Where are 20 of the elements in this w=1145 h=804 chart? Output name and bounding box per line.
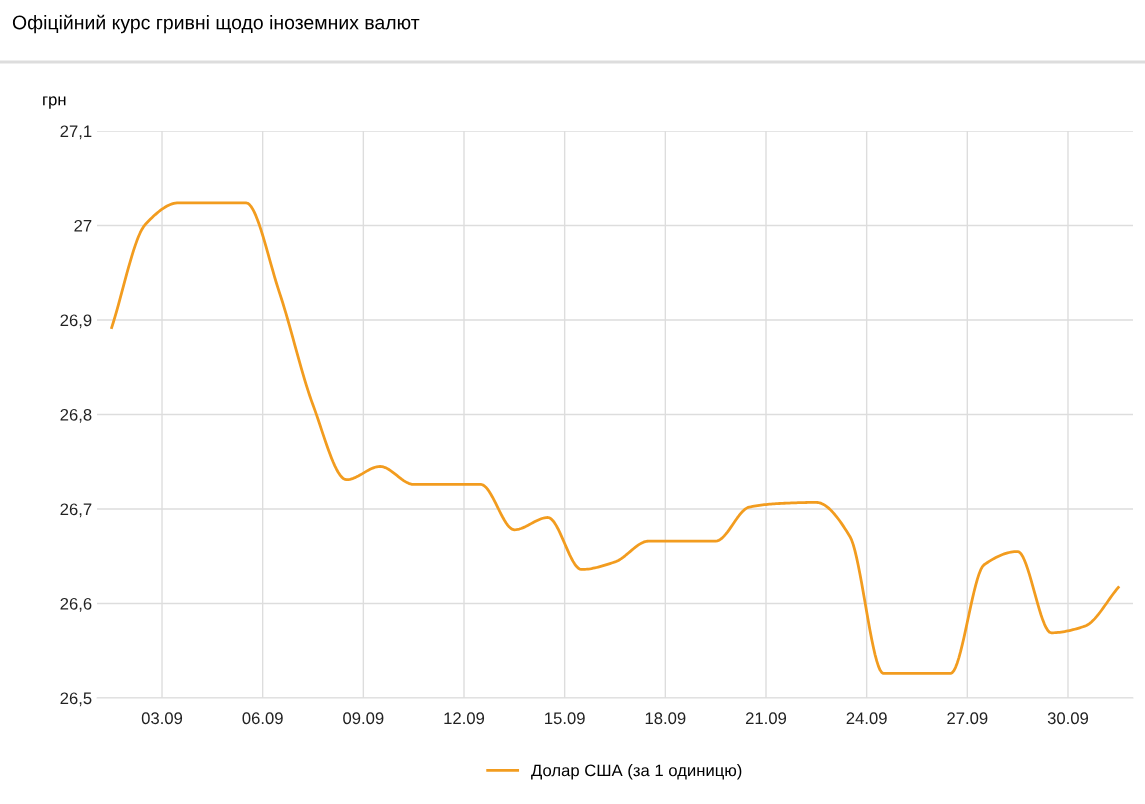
- x-tick-label: 06.09: [242, 712, 283, 725]
- x-tick-label: 27.09: [947, 712, 988, 725]
- chart-title: Офіційний курс гривні щодо іноземних валют: [12, 14, 420, 34]
- x-tick-label: 15.09: [545, 712, 585, 725]
- y-tick-label: 27,1: [60, 125, 92, 140]
- x-tick-label: 21.09: [745, 712, 787, 725]
- x-tick-label: 30.09: [1047, 712, 1089, 725]
- y-axis-title: грн: [43, 96, 66, 109]
- y-tick-label: 26,8: [60, 408, 92, 423]
- y-tick-label: 26,5: [60, 692, 92, 707]
- x-tick-label: 18.09: [645, 712, 686, 725]
- x-tick-label: 24.09: [846, 712, 887, 725]
- y-tick-label: 26,9: [60, 314, 92, 329]
- x-tick-label: 12.09: [444, 712, 485, 725]
- y-tick-label: 26,7: [60, 503, 92, 518]
- y-tick-label: 27: [74, 219, 92, 232]
- y-tick-label: 26,6: [60, 597, 92, 612]
- x-tick-label: 03.09: [141, 712, 183, 725]
- x-tick-label: 09.09: [343, 712, 384, 725]
- legend-label: Долар США (за 1 одиницю): [531, 764, 742, 780]
